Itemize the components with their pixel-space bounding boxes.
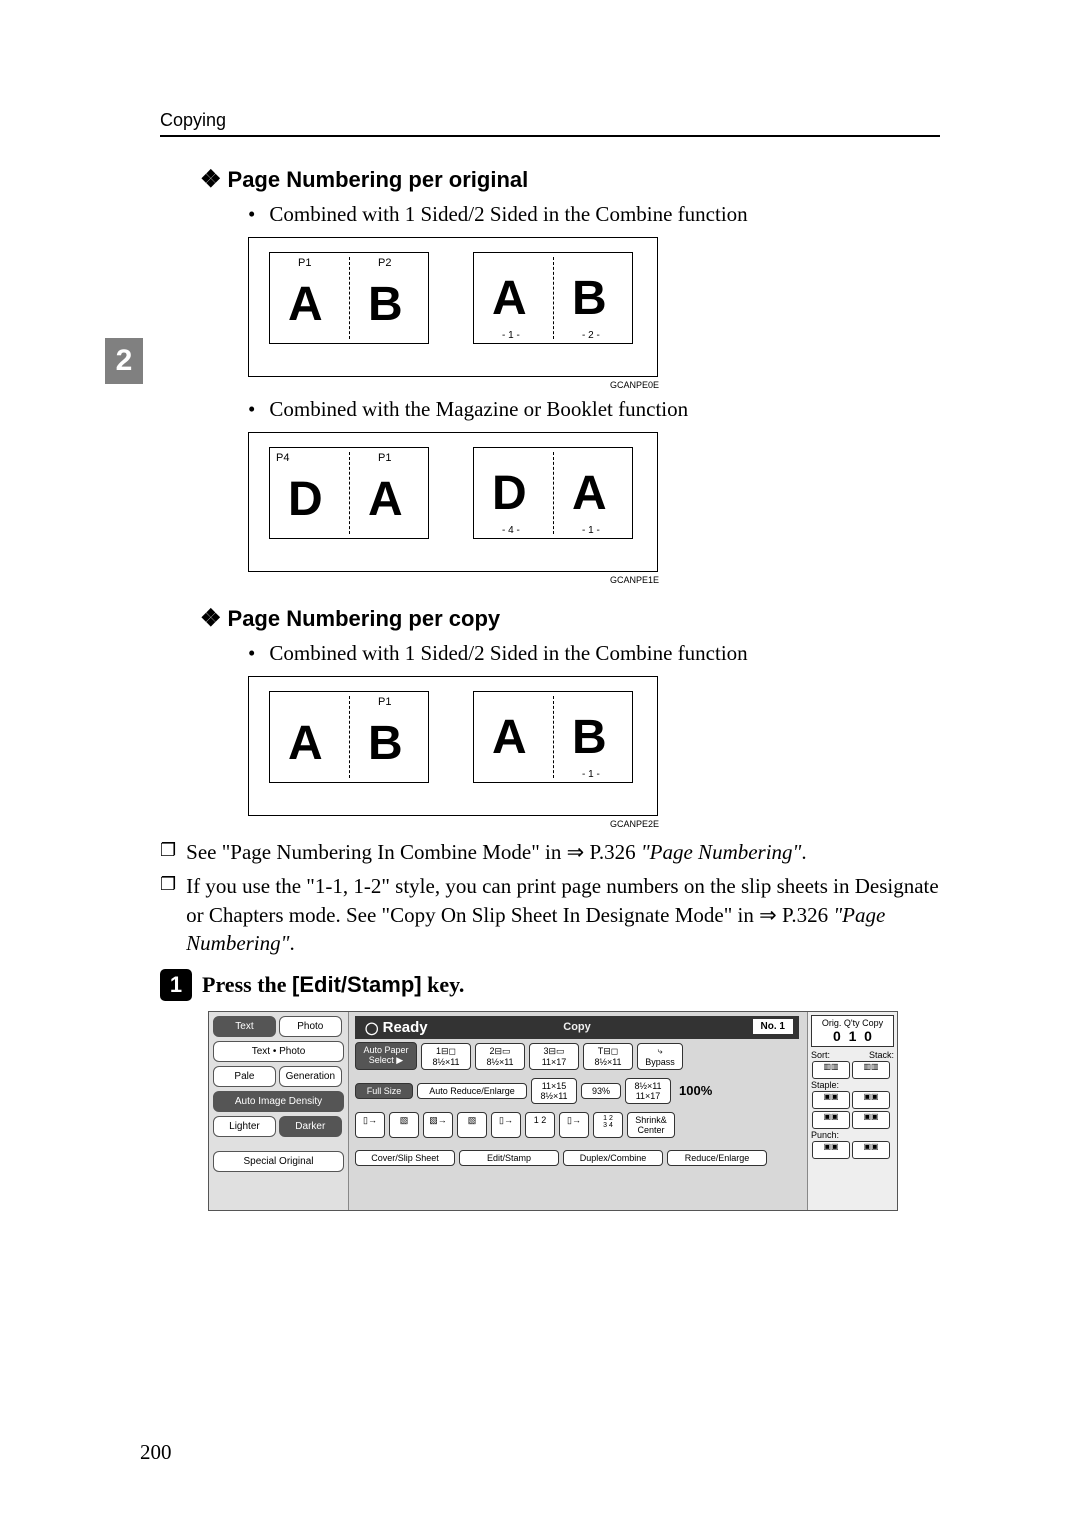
shrink-center-button[interactable]: Shrink& Center	[627, 1112, 675, 1138]
auto-reduce-button[interactable]: Auto Reduce/Enlarge	[417, 1083, 527, 1099]
sect1-bullet1: •Combined with 1 Sided/2 Sided in the Co…	[248, 202, 940, 227]
copier-screenshot: Text Photo Text • Photo Pale Generation …	[208, 1011, 898, 1211]
stack-icon[interactable]: ▥▥	[852, 1061, 890, 1079]
counter: Orig. Q'ty Copy 0 1 0	[811, 1015, 894, 1047]
section-marker: 2	[105, 338, 143, 384]
staple4-icon[interactable]: ▣▣	[852, 1111, 890, 1129]
note-1: ❐ See "Page Numbering In Combine Mode" i…	[160, 838, 940, 866]
comb1r-button[interactable]: 1 2	[525, 1112, 555, 1138]
staple1-icon[interactable]: ▣▣	[812, 1091, 850, 1109]
dup1r-button[interactable]: ▧	[389, 1112, 419, 1138]
duplex-combine-button[interactable]: Duplex/Combine	[563, 1150, 663, 1166]
sort-icon[interactable]: ▥▥	[812, 1061, 850, 1079]
special-original-button[interactable]: Special Original	[213, 1151, 344, 1172]
darker-button[interactable]: Darker	[279, 1116, 342, 1137]
punch1-icon[interactable]: ▣▣	[812, 1141, 850, 1159]
edit-stamp-button[interactable]: Edit/Stamp	[459, 1150, 559, 1166]
diamond-icon: ❖	[200, 166, 222, 193]
auto-paper-button[interactable]: Auto Paper Select ▶	[355, 1042, 417, 1070]
comb2r-button[interactable]: 1 23 4	[593, 1112, 623, 1138]
dup2-button[interactable]: ▧→	[423, 1112, 453, 1138]
ratio1-button[interactable]: 11×15 8½×11	[531, 1078, 577, 1104]
hr	[160, 135, 940, 137]
staple3-icon[interactable]: ▣▣	[812, 1111, 850, 1129]
tray-t-button[interactable]: T⊟◻8½×11	[583, 1043, 633, 1070]
staple2-icon[interactable]: ▣▣	[852, 1091, 890, 1109]
ratio3-button[interactable]: 8½×11 11×17	[625, 1078, 671, 1104]
figure-2: P4 P1 D A D A - 4 - - 1 - GCANPE1E	[248, 432, 658, 572]
text-button[interactable]: Text	[213, 1016, 276, 1037]
bypass-button[interactable]: ⤷Bypass	[637, 1043, 683, 1070]
pale-button[interactable]: Pale	[213, 1066, 276, 1087]
running-head: Copying	[160, 110, 940, 131]
generation-button[interactable]: Generation	[279, 1066, 342, 1087]
ready-bar: ◯ Ready Copy No. 1	[355, 1016, 799, 1039]
sect1-title: ❖Page Numbering per original	[200, 165, 940, 194]
lighter-button[interactable]: Lighter	[213, 1116, 276, 1137]
tray3-button[interactable]: 3⊟▭11×17	[529, 1043, 579, 1070]
cover-slip-button[interactable]: Cover/Slip Sheet	[355, 1150, 455, 1166]
sect2-title: ❖Page Numbering per copy	[200, 604, 940, 633]
figure-1: P1 P2 A B A B - 1 - - 2 - GCANPE0E	[248, 237, 658, 377]
figure-3: P1 A B A B - 1 - GCANPE2E	[248, 676, 658, 816]
ratio2-button[interactable]: 93%	[581, 1083, 621, 1099]
comb1-button[interactable]: ▯→	[491, 1112, 521, 1138]
reduce-enlarge-button[interactable]: Reduce/Enlarge	[667, 1150, 767, 1166]
punch2-icon[interactable]: ▣▣	[852, 1141, 890, 1159]
page-number: 200	[140, 1440, 172, 1465]
step-badge: 1	[160, 969, 192, 1001]
diamond-icon: ❖	[200, 605, 222, 632]
sect2-bullet1: •Combined with 1 Sided/2 Sided in the Co…	[248, 641, 940, 666]
dup2r-button[interactable]: ▧	[457, 1112, 487, 1138]
step-1: 1 Press the [Edit/Stamp] key.	[160, 969, 940, 1001]
tray1-button[interactable]: 1⊟◻8½×11	[421, 1043, 471, 1070]
full-size-button[interactable]: Full Size	[355, 1083, 413, 1099]
comb2-button[interactable]: ▯→	[559, 1112, 589, 1138]
tray2-button[interactable]: 2⊟▭8½×11	[475, 1043, 525, 1070]
photo-button[interactable]: Photo	[279, 1016, 342, 1037]
text-photo-button[interactable]: Text • Photo	[213, 1041, 344, 1062]
sect1-bullet2: •Combined with the Magazine or Booklet f…	[248, 397, 940, 422]
percent-label: 100%	[679, 1083, 712, 1098]
auto-image-density-button[interactable]: Auto Image Density	[213, 1091, 344, 1112]
note-2: ❐ If you use the "1-1, 1-2" style, you c…	[160, 872, 940, 957]
dup1-button[interactable]: ▯→	[355, 1112, 385, 1138]
